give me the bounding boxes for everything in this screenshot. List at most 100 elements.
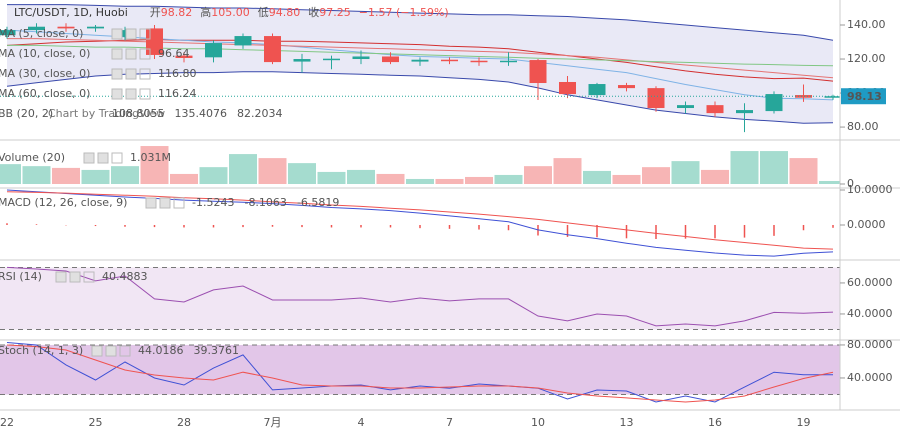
macd-line: [6, 191, 834, 250]
legend-icon: [159, 197, 171, 209]
legend-value: 40.4883: [102, 270, 148, 283]
legend-icon: [111, 48, 123, 60]
volume-bar: [170, 173, 198, 184]
macd-histogram: [124, 224, 126, 227]
macd-histogram: [360, 224, 362, 228]
volume-bar: [553, 158, 582, 184]
y-tick-label: 80.00: [847, 120, 879, 133]
legend-label: Stoch (14, 1, 3): [0, 344, 83, 357]
macd-histogram: [507, 224, 510, 231]
legend-icon: [173, 197, 185, 209]
macd-histogram: [566, 224, 569, 237]
legend-label: MA (10, close, 0): [0, 47, 90, 60]
volume-bar: [701, 169, 729, 184]
x-tick-label: 19: [797, 416, 811, 429]
volume-bar: [0, 164, 21, 184]
x-tick-label: 10: [531, 416, 545, 429]
legend-icon: [83, 152, 95, 164]
header-value: 98.82: [161, 6, 193, 19]
legend-value: 108.8055: [112, 107, 165, 120]
macd-histogram: [94, 224, 97, 227]
legend-value: 116.24: [158, 87, 197, 100]
bollinger-upper: [7, 4, 834, 41]
candle-body: [234, 36, 252, 46]
legend-value: 44.0186: [138, 344, 184, 357]
header-change: −1.57 (−1.59%): [359, 6, 449, 19]
candle-body: [87, 26, 104, 29]
y-tick-label: 40.0000: [847, 307, 893, 320]
x-tick-label: 7月: [264, 416, 282, 429]
legend-icon: [139, 88, 151, 100]
y-tick-label: 80.0000: [847, 338, 893, 351]
volume-bar: [199, 167, 228, 184]
candle-body: [559, 81, 576, 95]
macd-histogram: [684, 224, 687, 239]
candle-body: [500, 60, 517, 63]
ma-line: [7, 44, 834, 67]
candle-body: [57, 26, 75, 29]
candle-body: [618, 85, 635, 89]
legend-icon: [111, 88, 123, 100]
legend-label: MACD (12, 26, close, 9): [0, 196, 127, 209]
volume-bar: [819, 180, 840, 184]
legend-icon: [125, 88, 137, 100]
volume-bar: [583, 170, 611, 184]
candle-body: [0, 30, 16, 36]
legend-label: RSI (14): [0, 270, 42, 283]
legend-label: MA (30, close, 0): [0, 67, 90, 80]
volume-bar: [52, 167, 80, 184]
candle-body: [765, 94, 783, 112]
candle-body: [205, 43, 222, 58]
macd-histogram: [743, 224, 746, 238]
macd-histogram: [301, 224, 303, 228]
volume-bar: [435, 178, 464, 184]
macd-histogram: [35, 224, 38, 225]
macd-histogram: [625, 224, 628, 239]
legend-icon: [139, 28, 151, 40]
macd-histogram: [419, 224, 421, 229]
x-tick-label: 28: [177, 416, 191, 429]
legend-icon: [125, 48, 137, 60]
macd-histogram: [832, 224, 834, 228]
header-key: 开: [150, 6, 161, 19]
x-tick-label: 7: [446, 416, 453, 429]
legend-value: 1.031M: [130, 151, 171, 164]
volume-bar: [524, 166, 552, 184]
volume-bar: [288, 163, 316, 184]
macd-histogram: [389, 224, 392, 228]
header-value: 94.80: [269, 6, 301, 19]
candle-body: [736, 110, 753, 114]
legend-icon: [125, 68, 137, 80]
bollinger-basis: [6, 38, 834, 82]
macd-histogram: [242, 224, 244, 228]
legend-icon: [105, 345, 117, 357]
indicator-line: [6, 266, 834, 327]
candle-body: [529, 60, 547, 84]
macd-histogram: [596, 224, 598, 238]
legend-icon: [55, 271, 67, 283]
y-tick-label: 120.00: [847, 52, 886, 65]
volume-bar: [22, 166, 51, 184]
y-tick-label: 10.0000: [847, 183, 893, 196]
volume-bar: [406, 178, 434, 184]
legend-value: 39.3761: [194, 344, 240, 357]
volume-bar: [111, 166, 139, 184]
macd-histogram: [271, 224, 274, 227]
legend-icon: [69, 271, 81, 283]
legend-value: -6.5819: [297, 196, 339, 209]
header-key: 高: [200, 5, 211, 19]
legend-icon: [125, 28, 137, 40]
legend-icon: [111, 68, 123, 80]
plot-area: [0, 4, 840, 403]
volume-bar: [671, 161, 700, 184]
x-tick-label: 4: [358, 416, 365, 429]
y-tick-label: 40.0000: [847, 371, 893, 384]
legend-icon: [145, 197, 157, 209]
volume-bar: [229, 154, 257, 184]
candle-body: [470, 60, 488, 63]
candle-body: [116, 30, 134, 37]
x-tick-label: 25: [89, 416, 103, 429]
indicator-line: [6, 344, 834, 403]
y-tick-label: 140.00: [847, 18, 886, 31]
